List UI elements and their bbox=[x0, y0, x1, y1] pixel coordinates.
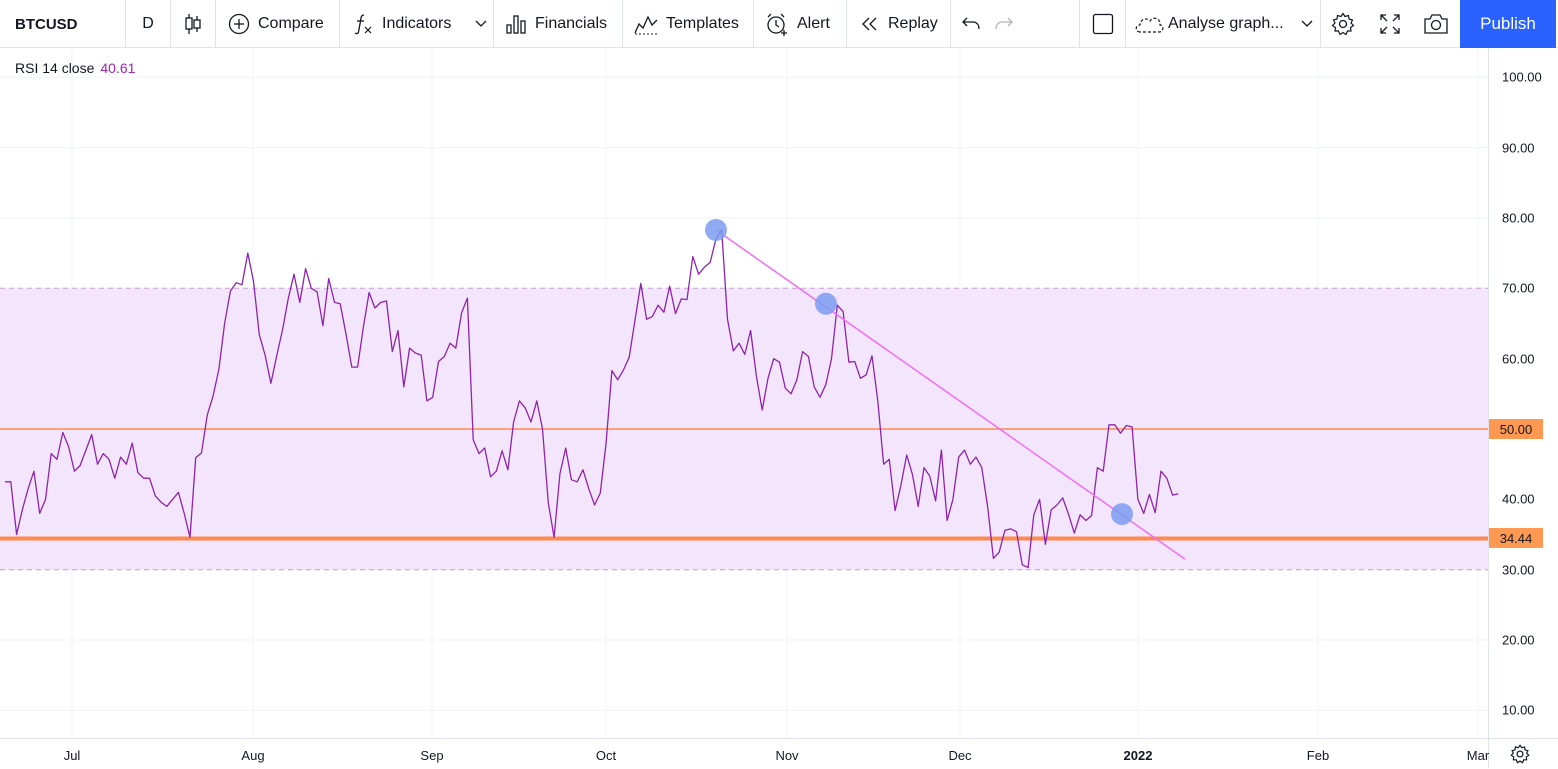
financials-label: Financials bbox=[535, 15, 608, 32]
chevron-down-icon bbox=[475, 20, 487, 27]
time-axis-label: Jul bbox=[63, 748, 81, 763]
price-axis-label: 30.00 bbox=[1502, 562, 1535, 578]
indicator-name: RSI 14 close bbox=[15, 60, 95, 76]
toolbar-divider bbox=[753, 0, 754, 48]
price-axis-label: 20.00 bbox=[1502, 632, 1535, 648]
axis-settings-button[interactable] bbox=[1510, 744, 1530, 769]
price-axis-label: 40.00 bbox=[1502, 491, 1535, 507]
fullscreen-button[interactable] bbox=[1378, 0, 1402, 48]
time-axis-label: Feb bbox=[1306, 748, 1330, 763]
alert-label: Alert bbox=[797, 15, 830, 32]
financials-button[interactable]: Financials bbox=[505, 0, 607, 48]
snapshot-button[interactable] bbox=[1423, 0, 1449, 48]
price-axis-label: 100.00 bbox=[1502, 69, 1542, 85]
compare-label: Compare bbox=[258, 15, 324, 32]
financials-icon bbox=[506, 15, 526, 34]
replay-button[interactable]: Replay bbox=[860, 0, 938, 48]
chart-type-button[interactable] bbox=[171, 0, 215, 48]
time-axis-label: 2022 bbox=[1123, 748, 1153, 763]
settings-button[interactable] bbox=[1331, 0, 1355, 48]
templates-icon bbox=[634, 15, 658, 35]
time-axis-label: Sep bbox=[420, 748, 444, 763]
time-axis-label: Mar bbox=[1466, 748, 1490, 763]
rsi-chart[interactable] bbox=[0, 48, 1558, 768]
toolbar-divider bbox=[1125, 0, 1126, 48]
undo-button[interactable] bbox=[961, 0, 981, 48]
indicator-value: 40.61 bbox=[100, 60, 136, 76]
plus-circle-icon bbox=[228, 13, 250, 35]
trendline-anchor-marker bbox=[815, 292, 837, 315]
toolbar-divider bbox=[622, 0, 623, 48]
templates-label: Templates bbox=[666, 15, 739, 32]
trendline-anchor-marker bbox=[1111, 503, 1133, 526]
interval-label: D bbox=[142, 15, 154, 32]
toolbar-divider bbox=[493, 0, 494, 48]
price-axis-label: 90.00 bbox=[1502, 140, 1535, 156]
trendline bbox=[715, 229, 1186, 560]
toolbar-divider bbox=[339, 0, 340, 48]
function-icon bbox=[354, 14, 372, 35]
toolbar-divider bbox=[125, 0, 126, 48]
price-axis-label: 70.00 bbox=[1502, 280, 1535, 296]
time-axis-label: Aug bbox=[241, 748, 265, 763]
publish-button[interactable]: Publish bbox=[1460, 0, 1556, 48]
candles-icon bbox=[185, 14, 201, 34]
replay-label: Replay bbox=[888, 15, 938, 32]
camera-icon bbox=[1424, 14, 1448, 34]
gear-icon bbox=[1331, 12, 1355, 36]
toolbar-divider bbox=[170, 0, 171, 48]
analyse-dropdown[interactable] bbox=[1298, 0, 1316, 48]
toolbar-divider bbox=[846, 0, 847, 48]
analyse-graph-button[interactable]: Analyse graph... bbox=[1134, 0, 1284, 48]
price-axis-label: 60.00 bbox=[1502, 351, 1535, 367]
toolbar-divider bbox=[215, 0, 216, 48]
publish-label: Publish bbox=[1480, 14, 1536, 33]
rsi-line bbox=[5, 229, 1179, 569]
toolbar-divider bbox=[1320, 0, 1321, 48]
chevron-down-icon bbox=[1301, 20, 1313, 27]
price-axis-label: 10.00 bbox=[1502, 702, 1535, 718]
price-axis-label: 80.00 bbox=[1502, 210, 1535, 226]
templates-button[interactable]: Templates bbox=[634, 0, 739, 48]
symbol-label: BTCUSD bbox=[15, 15, 78, 33]
compare-button[interactable]: Compare bbox=[228, 0, 324, 48]
indicators-label: Indicators bbox=[382, 15, 452, 32]
symbol-search[interactable]: BTCUSD bbox=[15, 0, 110, 48]
fullscreen-icon bbox=[1380, 14, 1400, 34]
redo-button[interactable] bbox=[994, 0, 1014, 48]
toolbar-divider bbox=[950, 0, 951, 48]
layout-button[interactable] bbox=[1091, 0, 1115, 48]
trendline-anchor-marker bbox=[705, 218, 727, 241]
top-toolbar: BTCUSD D Compare Indicators Financials T… bbox=[0, 0, 1558, 48]
indicator-legend[interactable]: RSI 14 close 40.61 bbox=[15, 60, 135, 76]
alarm-clock-icon bbox=[767, 13, 787, 36]
alert-button[interactable]: Alert bbox=[765, 0, 830, 48]
time-axis-label: Dec bbox=[948, 748, 972, 763]
indicators-dropdown[interactable] bbox=[472, 0, 490, 48]
analyse-label: Analyse graph... bbox=[1168, 15, 1284, 32]
price-badge: 50.00 bbox=[1489, 419, 1543, 439]
square-layout-icon bbox=[1092, 13, 1114, 35]
redo-icon bbox=[995, 17, 1013, 30]
cloud-icon bbox=[1135, 17, 1164, 33]
price-badge: 34.44 bbox=[1489, 528, 1543, 549]
time-axis-label: Oct bbox=[595, 748, 617, 763]
interval-button[interactable]: D bbox=[126, 0, 170, 48]
gear-icon bbox=[1510, 744, 1530, 764]
toolbar-divider bbox=[1079, 0, 1080, 48]
time-axis-label: Nov bbox=[775, 748, 799, 763]
indicators-button[interactable]: Indicators bbox=[352, 0, 451, 48]
undo-icon bbox=[962, 17, 980, 30]
rewind-icon bbox=[862, 17, 877, 31]
